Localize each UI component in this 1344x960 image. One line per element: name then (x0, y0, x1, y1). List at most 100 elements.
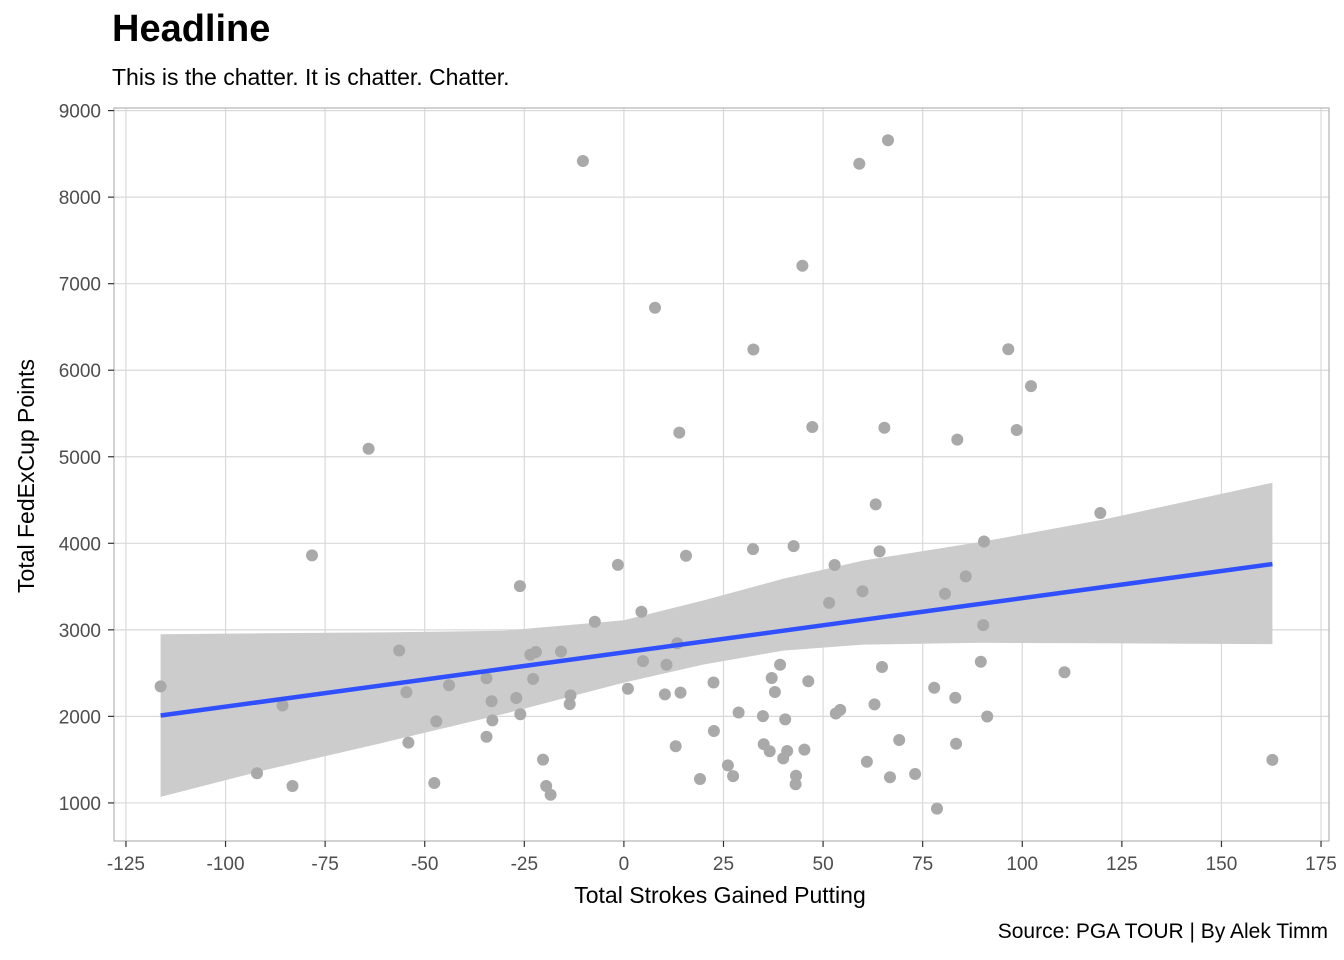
data-point (393, 644, 406, 657)
data-points (154, 134, 1279, 815)
data-point (856, 585, 869, 598)
y-tick-label: 7000 (59, 275, 101, 296)
data-point (931, 802, 943, 815)
data-point (959, 570, 972, 583)
y-tick-label: 8000 (59, 188, 101, 209)
y-tick-label: 6000 (59, 361, 101, 382)
data-point (747, 343, 760, 356)
x-tick-label: -100 (207, 854, 245, 875)
x-tick-label: -25 (511, 854, 538, 875)
data-point (513, 580, 526, 593)
chart-title: Headline (112, 8, 271, 50)
data-point (727, 770, 740, 783)
trend-line-layer (160, 561, 1273, 718)
data-point (806, 421, 819, 433)
data-point (400, 686, 413, 699)
data-point (544, 788, 557, 801)
x-tick-label: 50 (813, 854, 834, 875)
data-point (276, 699, 289, 712)
data-point (978, 535, 990, 548)
data-point (747, 543, 759, 556)
data-point (882, 134, 894, 147)
data-point (660, 658, 673, 671)
data-point (823, 596, 836, 609)
data-point (537, 753, 549, 766)
data-point (790, 769, 802, 782)
data-point (974, 655, 987, 668)
data-point (402, 736, 415, 749)
data-point (362, 442, 375, 455)
data-point (853, 157, 866, 170)
data-point (779, 713, 792, 726)
data-point (527, 672, 540, 685)
data-point (154, 680, 167, 693)
data-point (765, 672, 778, 684)
data-point (637, 655, 649, 668)
data-point (893, 734, 906, 746)
data-point (909, 768, 922, 780)
data-point (430, 715, 443, 728)
data-point (828, 559, 841, 571)
x-tick-label: 175 (1305, 854, 1337, 875)
data-point (774, 658, 787, 671)
data-point (635, 605, 648, 618)
data-point (286, 780, 299, 792)
data-point (869, 498, 882, 511)
data-point (768, 686, 781, 698)
x-tick-label: 75 (912, 854, 933, 875)
data-point (873, 545, 886, 558)
data-point (485, 695, 498, 708)
data-point (510, 692, 523, 704)
x-tick-label: 25 (713, 854, 734, 875)
data-point (763, 745, 776, 758)
x-tick-label: 125 (1106, 854, 1138, 875)
x-tick-label: 0 (619, 854, 630, 875)
y-axis-title: Total FedExCup Points (13, 359, 39, 593)
data-point (707, 676, 720, 689)
data-point (787, 540, 800, 553)
data-point (480, 730, 493, 743)
data-point (649, 301, 661, 314)
data-point (694, 773, 706, 785)
y-tick-label: 9000 (59, 102, 101, 123)
data-point (529, 646, 542, 658)
data-point (928, 681, 941, 694)
data-point (673, 426, 686, 439)
data-point (251, 767, 263, 780)
y-tick-label: 4000 (59, 534, 101, 555)
data-point (588, 615, 601, 628)
data-point (563, 698, 576, 711)
data-point (798, 743, 811, 756)
data-point (951, 433, 964, 446)
panel-border (113, 107, 1330, 842)
data-point (428, 777, 441, 789)
axes: -125 -100 -75 -50 -25 0 25 50 75 100 125 150 175 1000… (59, 102, 1337, 875)
x-tick-label: 100 (1006, 854, 1038, 875)
data-point (781, 745, 794, 757)
data-point (576, 155, 589, 167)
x-tick-label: 150 (1206, 854, 1238, 875)
source-caption: Source: PGA TOUR | By Alek Timm (997, 920, 1328, 943)
data-point (802, 675, 815, 688)
data-point (796, 259, 809, 272)
y-tick-label: 3000 (59, 621, 101, 642)
data-point (621, 682, 634, 695)
data-point (480, 672, 493, 685)
data-point (443, 679, 455, 692)
data-point (1058, 666, 1071, 679)
data-point (950, 737, 963, 750)
data-point (555, 645, 567, 658)
data-point (884, 771, 896, 784)
y-tick-label: 2000 (59, 707, 101, 728)
data-point (860, 755, 873, 768)
x-axis-title: Total Strokes Gained Putting (574, 882, 866, 908)
x-tick-label: -50 (411, 854, 438, 875)
data-point (876, 661, 888, 673)
data-point (1010, 424, 1023, 436)
data-point (680, 549, 692, 562)
data-point (306, 549, 318, 562)
y-tick-label: 5000 (59, 448, 101, 469)
data-point (756, 710, 769, 723)
data-point (1094, 507, 1107, 519)
